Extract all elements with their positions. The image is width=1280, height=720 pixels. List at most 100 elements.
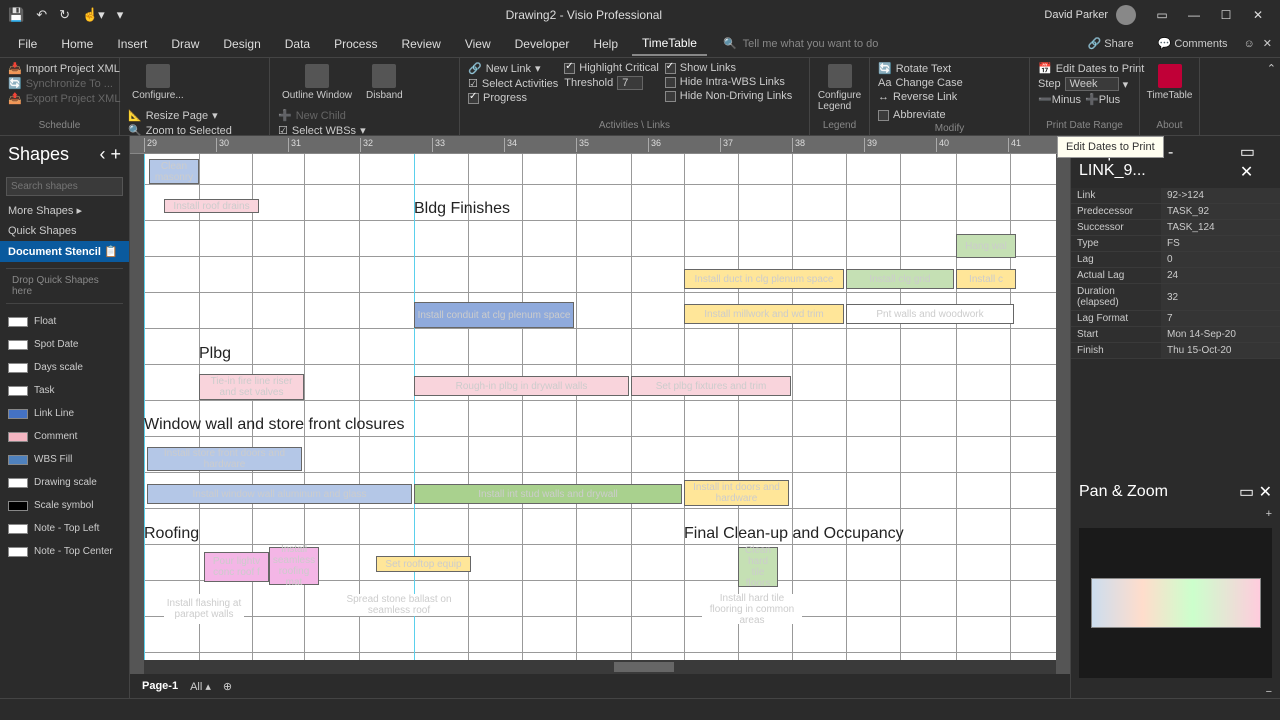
feedback-icon[interactable]: ☺	[1244, 38, 1255, 50]
close-pane-icon[interactable]: ✕	[1263, 37, 1272, 50]
tab-design[interactable]: Design	[213, 33, 270, 55]
add-shape-icon[interactable]: +	[110, 144, 121, 164]
avatar[interactable]	[1116, 5, 1136, 25]
task-block[interactable]: Install c	[956, 269, 1016, 289]
user-name[interactable]: David Parker	[1044, 9, 1108, 21]
abbreviate-check[interactable]: Abbreviate	[878, 109, 946, 121]
tab-view[interactable]: View	[455, 33, 501, 55]
panzoom-preview[interactable]	[1079, 528, 1272, 678]
stencil-item[interactable]: Spot Date	[0, 333, 129, 356]
task-block[interactable]: Install millwork and wd trim	[684, 304, 844, 324]
tab-insert[interactable]: Insert	[107, 33, 157, 55]
task-block[interactable]: Install seamless roofing mat	[269, 547, 319, 585]
ribbon-opts-icon[interactable]: ▭	[1148, 5, 1176, 25]
highlight-critical-check[interactable]: Highlight Critical	[564, 62, 658, 74]
stencil-item[interactable]: Float	[0, 310, 129, 333]
undo-icon[interactable]: ↶	[36, 7, 47, 23]
show-links-check[interactable]: Show Links	[665, 62, 793, 74]
page-tab[interactable]: Page-1	[142, 680, 178, 692]
shape-data-row[interactable]: Lag Format7	[1071, 311, 1280, 327]
shape-data-row[interactable]: SuccessorTASK_124	[1071, 220, 1280, 236]
more-shapes[interactable]: More Shapes ▸	[0, 200, 129, 221]
zoom-out-icon[interactable]: −	[1266, 686, 1272, 698]
stencil-item[interactable]: Drawing scale	[0, 471, 129, 494]
shape-data-row[interactable]: Actual Lag24	[1071, 268, 1280, 284]
tab-home[interactable]: Home	[51, 33, 103, 55]
touch-icon[interactable]: ☝▾	[82, 7, 105, 23]
task-block[interactable]: Rough-in plbg in drywall walls	[414, 376, 629, 396]
close-panel-icon[interactable]: ✕	[1240, 164, 1253, 181]
task-block[interactable]: Pour lightv conc roof f	[204, 552, 269, 582]
task-block[interactable]: Install store front doors and hardware	[147, 447, 302, 471]
scrollbar-horizontal[interactable]	[144, 660, 1056, 674]
task-block[interactable]: Install int doors and hardware	[684, 480, 789, 506]
change-case-button[interactable]: Aa Change Case	[878, 77, 963, 89]
tab-help[interactable]: Help	[583, 33, 628, 55]
stencil-item[interactable]: Note - Top Left	[0, 517, 129, 540]
tab-file[interactable]: File	[8, 33, 47, 55]
pin-icon[interactable]: ▭	[1239, 484, 1254, 501]
shape-data-row[interactable]: StartMon 14-Sep-20	[1071, 327, 1280, 343]
step-select[interactable]: Step Week▾	[1038, 77, 1131, 91]
tab-process[interactable]: Process	[324, 33, 387, 55]
hide-intra-check[interactable]: Hide Intra-WBS Links	[665, 76, 793, 88]
pin-icon[interactable]: ▭	[1240, 144, 1255, 161]
task-block[interactable]: Tie-in fire line riser and set valves	[199, 374, 304, 400]
about-timetable-button[interactable]: TimeTable	[1148, 62, 1191, 103]
stencil-item[interactable]: Link Line	[0, 402, 129, 425]
task-block[interactable]: Install hard tile flooring in common are…	[702, 594, 802, 624]
task-block[interactable]: Install int stud walls and drywall	[414, 484, 682, 504]
shape-data-row[interactable]: Link92->124	[1071, 188, 1280, 204]
drawing-canvas[interactable]: Bldg FinishesPlbgWindow wall and store f…	[144, 154, 1056, 660]
task-block[interactable]: Spread stone ballast on seamless roof	[344, 594, 454, 616]
stencil-item[interactable]: Task	[0, 379, 129, 402]
comments-button[interactable]: 💬 Comments	[1150, 34, 1236, 53]
task-block[interactable]: Set plbg fixtures and trim	[631, 376, 791, 396]
task-block[interactable]: Install conduit at clg plenum space	[414, 302, 574, 328]
tab-timetable[interactable]: TimeTable	[632, 32, 707, 56]
reverse-link-button[interactable]: ↔ Reverse Link	[878, 91, 963, 103]
hide-nondriv-check[interactable]: Hide Non-Driving Links	[665, 90, 793, 102]
task-block[interactable]: Hang wal	[956, 234, 1016, 258]
outline-window-button[interactable]: Outline Window	[278, 62, 356, 103]
stencil-item[interactable]: Note - Top Center	[0, 540, 129, 563]
edit-dates-button[interactable]: 📅 Edit Dates to Print	[1038, 62, 1131, 75]
stencil-item[interactable]: WBS Fill	[0, 448, 129, 471]
task-block[interactable]: Set rooftop equip	[376, 556, 471, 572]
task-block[interactable]: Install clg grid	[846, 269, 954, 289]
threshold-field[interactable]: Threshold 7	[564, 76, 658, 90]
minus-button[interactable]: ➖Minus	[1038, 93, 1081, 106]
import-xml-button[interactable]: 📥 Import Project XML	[8, 62, 111, 75]
task-block[interactable]: Install duct in clg plenum space	[684, 269, 844, 289]
add-page-icon[interactable]: ⊕	[223, 680, 232, 693]
shape-data-row[interactable]: FinishThu 15-Oct-20	[1071, 343, 1280, 359]
plus-button[interactable]: ➕Plus	[1085, 93, 1120, 106]
configure-legend-button[interactable]: Configure Legend	[818, 62, 861, 114]
progress-check[interactable]: Progress	[468, 92, 558, 104]
task-block[interactable]: Install flashing at parapet walls	[164, 594, 244, 624]
configure-button[interactable]: Configure...	[128, 62, 188, 103]
stencil-item[interactable]: Days scale	[0, 356, 129, 379]
tab-draw[interactable]: Draw	[161, 33, 209, 55]
collapse-ribbon-icon[interactable]: ⌃	[1267, 63, 1276, 75]
drop-zone[interactable]: Drop Quick Shapes here	[6, 268, 123, 304]
zoom-in-icon[interactable]: +	[1266, 508, 1272, 520]
rotate-text-button[interactable]: 🔄 Rotate Text	[878, 62, 963, 75]
new-link-button[interactable]: 🔗 New Link ▾	[468, 62, 558, 75]
collapse-shapes-icon[interactable]: ‹	[99, 144, 105, 164]
tellme-search[interactable]: 🔍 Tell me what you want to do	[723, 37, 878, 50]
share-button[interactable]: 🔗 Share	[1079, 34, 1141, 53]
task-block[interactable]: Install roof drains	[164, 199, 259, 213]
shape-data-row[interactable]: Duration (elapsed)32	[1071, 284, 1280, 311]
task-block[interactable]: Clean masonry	[149, 159, 199, 184]
stencil-item[interactable]: Comment	[0, 425, 129, 448]
task-block[interactable]: Pnt walls and woodwork	[846, 304, 1014, 324]
tab-data[interactable]: Data	[275, 33, 320, 55]
shapes-search-input[interactable]	[6, 177, 123, 196]
redo-icon[interactable]: ↻	[59, 7, 70, 23]
tab-developer[interactable]: Developer	[505, 33, 580, 55]
minimize-icon[interactable]: —	[1180, 5, 1208, 25]
document-stencil[interactable]: Document Stencil 📋	[0, 241, 129, 262]
disband-button[interactable]: Disband	[362, 62, 407, 103]
close-icon[interactable]: ✕	[1244, 5, 1272, 25]
